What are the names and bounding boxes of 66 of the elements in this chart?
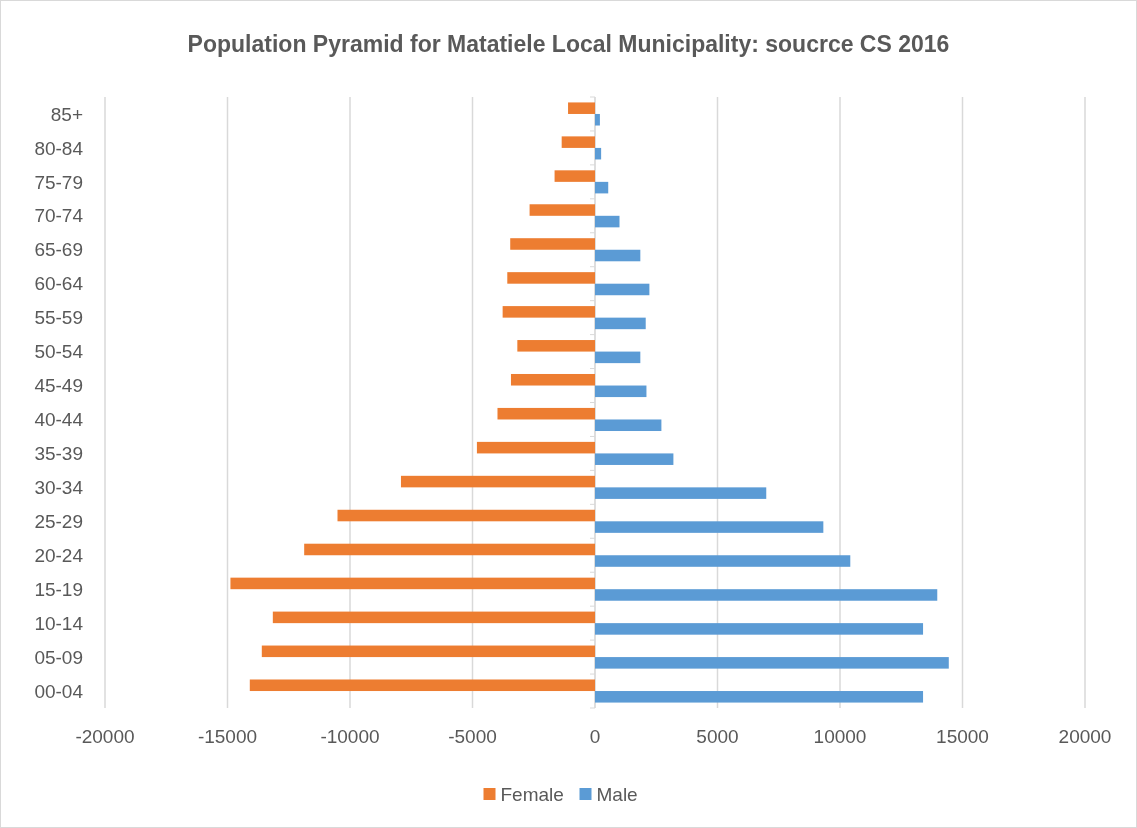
bar xyxy=(502,306,595,318)
bar xyxy=(554,170,595,182)
legend-label: Male xyxy=(596,783,638,805)
y-tick-label: 45-49 xyxy=(34,375,83,397)
legend-label: Female xyxy=(500,783,564,805)
bar xyxy=(568,102,595,114)
x-tick-label: 10000 xyxy=(813,726,867,747)
bar xyxy=(517,340,595,352)
bar xyxy=(507,272,595,284)
bar xyxy=(595,589,938,601)
bar xyxy=(529,204,595,216)
x-tick-label: -15000 xyxy=(197,726,258,747)
y-tick-label: 80-84 xyxy=(34,137,84,159)
y-tick-label: 15-19 xyxy=(34,578,83,600)
bar xyxy=(337,509,595,522)
y-tick-label: 65-69 xyxy=(34,239,83,261)
bar xyxy=(561,136,595,148)
bar xyxy=(510,238,595,250)
bar xyxy=(595,249,641,262)
bar xyxy=(595,657,949,669)
y-tick-label: 70-74 xyxy=(34,205,84,227)
bar xyxy=(595,317,646,330)
bar xyxy=(595,283,650,296)
x-tick-label: 15000 xyxy=(936,726,989,747)
bar xyxy=(595,453,674,465)
x-tick-label: 5000 xyxy=(696,726,739,747)
y-tick-label: 85+ xyxy=(50,103,83,125)
x-tick-label: 0 xyxy=(589,726,601,747)
bar xyxy=(261,645,595,658)
bar xyxy=(400,475,595,488)
x-tick-label: -20000 xyxy=(75,726,135,747)
bar xyxy=(272,611,595,624)
y-tick-label: 40-44 xyxy=(34,409,84,431)
bar xyxy=(304,543,595,556)
y-tick-label: 55-59 xyxy=(34,307,83,329)
bar xyxy=(595,385,647,398)
y-tick-label: 75-79 xyxy=(34,171,83,193)
bar xyxy=(595,215,620,228)
bar xyxy=(595,521,824,533)
bar xyxy=(595,555,851,567)
bar xyxy=(595,691,924,703)
x-tick-label: -10000 xyxy=(320,726,380,747)
y-tick-label: 10-14 xyxy=(34,612,84,634)
y-tick-label: 35-39 xyxy=(34,443,83,465)
bar xyxy=(595,147,602,160)
y-tick-label: 25-29 xyxy=(34,510,83,532)
y-tick-label: 20-24 xyxy=(34,544,84,566)
y-tick-label: 05-09 xyxy=(34,646,83,668)
bar xyxy=(476,441,595,454)
y-tick-label: 60-64 xyxy=(34,273,84,295)
bar xyxy=(595,419,662,432)
x-tick-label: -5000 xyxy=(448,726,497,747)
bar xyxy=(595,181,609,194)
y-tick-label: 00-04 xyxy=(34,680,84,702)
bar xyxy=(510,373,595,386)
chart-title: Population Pyramid for Matatiele Local Municipality: soucrce CS 2016 xyxy=(187,31,950,57)
bar xyxy=(595,351,641,364)
x-tick-label: 20000 xyxy=(1058,726,1112,747)
y-tick-label: 50-54 xyxy=(34,341,84,363)
bar xyxy=(595,113,600,126)
bar xyxy=(249,679,595,692)
bar xyxy=(595,623,924,635)
bar xyxy=(595,487,767,499)
bar xyxy=(497,407,595,420)
y-tick-label: 30-34 xyxy=(34,477,84,499)
bar xyxy=(230,577,595,590)
